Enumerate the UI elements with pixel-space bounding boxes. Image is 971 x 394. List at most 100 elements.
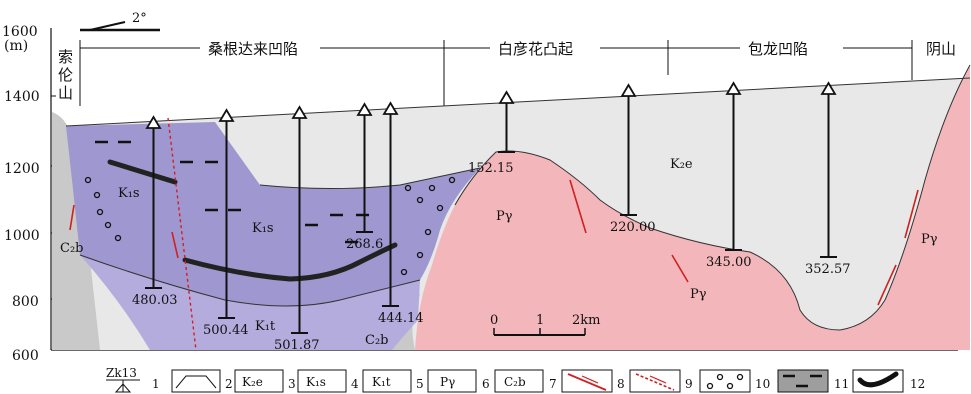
borehole-w8 [725,81,742,251]
legend-label-3: K₂e [242,375,263,389]
legend-item-9: 9 [629,369,693,393]
legend-num-4: 4 [351,377,359,391]
legend-num-6: 6 [482,377,490,391]
depth-label-w7: 220.00 [610,220,656,235]
stratum-label-c2b-left: C₂b [60,241,83,256]
depth-label-w2: 500.44 [203,323,249,338]
legend-label-5: K₁t [372,375,391,389]
depth-label-w5: 444.14 [378,311,424,326]
coal-seam-left [107,159,178,185]
borehole-w4 [356,102,373,233]
pgamma-layer [415,65,970,350]
depth-label-w6: 152.15 [468,161,514,176]
legend-item-8: 8 [561,369,625,393]
depth-label-w3: 501.87 [274,338,320,353]
axis-tick-1200: 1200 [4,161,40,177]
coal-seam-main [182,242,398,282]
legend-item-4: K₁s 4 [297,369,359,393]
axis-tick-1000: 1000 [4,228,40,244]
k1s-layer [66,122,480,306]
strata-labels: K₂e K₁s K₁s K₁t C₂b C₂b Pγ Pγ Pγ [60,157,938,348]
region-header: 索 伦 山 桑根达来凹陷 白彦花凸起 包龙凹陷 阴山 [58,40,956,110]
stratum-label-pgamma-2: Pγ [690,287,707,302]
legend-item-1: Zk13 1 [106,366,160,393]
legend-num-7: 7 [549,377,557,391]
legend-item-5: K₁t 5 [362,369,424,393]
k1t-layer [80,255,420,350]
legend-label-7: C₂b [504,375,526,389]
borehole-w3 [291,105,308,334]
axis-tick-800: 800 [12,294,39,310]
borehole-w7 [620,83,637,216]
borehole-w5 [382,101,399,307]
region-label-yinshan: 阴山 [926,40,956,58]
region-label-sanggendalai: 桑根达来凹陷 [208,40,298,58]
stratum-label-c2b-bottom: C₂b [365,333,388,348]
region-label-baolong: 包龙凹陷 [748,40,808,58]
fault-arrow-4 [671,254,689,283]
legend-item-11: 11 [777,369,849,393]
stratum-label-pgamma-3: Pγ [921,232,938,247]
legend: Zk13 1 2 K₂e 3 K₁s 4 K₁t 5 [106,366,925,393]
fault-arrow-3 [569,179,587,234]
boreholes [145,81,837,334]
scale-label-0: 0 [490,313,498,328]
depth-label-w8: 345.00 [706,255,752,270]
depth-label-w4: 268.6 [346,237,383,252]
legend-item-3: K₂e 3 [234,369,296,393]
region-label-suolunshan-3: 山 [58,84,73,102]
stratum-label-pgamma-1: Pγ [496,209,513,224]
depth-label-w9: 352.57 [805,262,851,277]
legend-num-1: 1 [152,377,160,391]
borehole-depths: 480.03 500.44 501.87 268.6 444.14 152.15… [132,161,851,353]
region-label-baiyanhua: 白彦花凸起 [498,40,573,58]
borehole-w9 [820,81,837,258]
borehole-w2 [218,108,235,319]
legend-item-7: C₂b 7 [494,369,557,393]
stratum-label-k2e: K₂e [670,157,693,172]
legend-item-2: 2 [171,369,233,393]
legend-label-4: K₁s [306,375,326,389]
scale-label-2km: 2km [572,313,600,328]
stratum-label-k1s-left: K₁s [118,186,140,201]
depth-label-w1: 480.03 [132,293,178,308]
conglomerate-marks [84,176,456,276]
legend-num-3: 3 [288,377,296,391]
legend-num-8: 8 [617,377,625,391]
faults [69,117,919,351]
legend-num-12: 12 [910,377,925,391]
fault-line-5 [877,264,897,306]
axis-tick-1400: 1400 [4,89,40,105]
legend-num-2: 2 [225,377,233,391]
axis-unit: (m) [4,38,28,54]
borehole-w6 [498,90,515,153]
borehole-w1 [145,115,162,289]
legend-item-6: Pγ 6 [427,369,490,393]
c2b-left-layer [52,112,100,350]
fault-arrow-6 [904,189,919,239]
scale-bar: 0 1 2km [490,313,600,336]
legend-num-5: 5 [416,377,424,391]
legend-item-10: 10 [699,369,770,393]
legend-num-10: 10 [755,377,770,391]
legend-num-9: 9 [685,377,693,391]
legend-label-6: Pγ [440,375,455,389]
dip-angle-label: 2° [132,11,147,26]
region-label-suolunshan-1: 索 [58,48,73,66]
axis-tick-600: 600 [12,348,39,364]
scale-label-1: 1 [536,313,544,328]
dip-symbol: 2° [80,11,160,32]
strata [52,65,970,350]
stratum-label-k1t: K₁t [255,319,276,334]
legend-item-12: 12 [852,369,925,393]
fault-arrow-2 [171,231,179,259]
mudstone-dashes [95,140,369,244]
boundaries [65,64,971,331]
axis-top-label: 1600 [2,24,38,40]
legend-label-1: Zk13 [106,366,137,380]
concealed-fault [167,117,197,351]
legend-num-11: 11 [834,377,849,391]
coal-seams [107,159,398,282]
fault-arrow-1 [69,204,75,231]
